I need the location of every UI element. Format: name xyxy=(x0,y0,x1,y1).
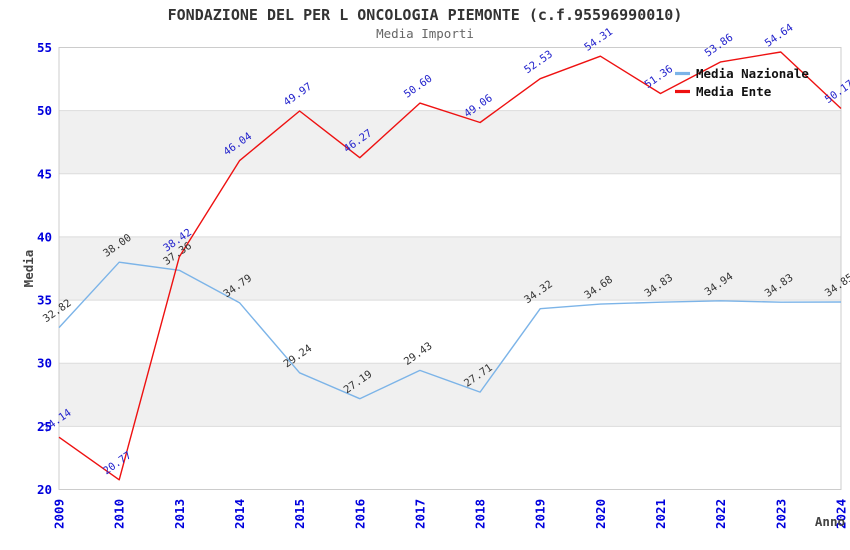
x-tick-label: 2022 xyxy=(713,499,728,529)
x-tick-label: 2020 xyxy=(593,499,608,529)
x-tick-label: 2024 xyxy=(834,499,849,529)
point-label: 50.60 xyxy=(402,73,435,101)
y-axis-title: Media xyxy=(21,250,36,288)
plot-border xyxy=(58,47,842,490)
x-tick-label: 2009 xyxy=(52,499,67,529)
x-tick-label: 2010 xyxy=(112,499,127,529)
point-label: 50.17 xyxy=(823,78,850,106)
y-tick-label: 35 xyxy=(37,293,52,308)
point-label: 53.86 xyxy=(703,31,736,59)
point-label: 20.77 xyxy=(101,449,134,477)
grid-band xyxy=(59,236,841,301)
grid-band xyxy=(59,110,841,174)
gridlines xyxy=(59,110,841,427)
legend-label-media-ente: Media Ente xyxy=(696,84,772,99)
series-line-media-nazionale xyxy=(58,261,842,400)
x-tick-label: 2019 xyxy=(533,499,548,529)
point-label: 54.31 xyxy=(582,26,615,54)
chart-subtitle: Media Importi xyxy=(376,26,474,41)
x-axis-title: Anno xyxy=(815,514,845,529)
chart-title: FONDAZIONE DEL PER L ONCOLOGIA PIEMONTE … xyxy=(167,6,683,24)
x-tick-label: 2013 xyxy=(172,499,187,529)
point-label: 54.64 xyxy=(763,22,796,50)
plot-bands xyxy=(59,110,841,427)
y-tick-label: 25 xyxy=(37,419,52,434)
x-tick-label: 2015 xyxy=(292,499,307,529)
grid-band xyxy=(59,363,841,427)
x-tick-label: 2014 xyxy=(232,499,247,529)
legend-label-media-nazionale: Media Nazionale xyxy=(696,66,809,81)
point-label: 49.97 xyxy=(282,81,315,109)
x-tick-label: 2018 xyxy=(473,499,488,529)
y-tick-label: 50 xyxy=(37,103,52,118)
point-label: 51.36 xyxy=(642,63,675,91)
x-tick-label: 2021 xyxy=(653,499,668,529)
y-tick-label: 55 xyxy=(37,40,52,55)
y-axis-ticks: 20 25 30 35 40 45 50 55 xyxy=(37,40,52,497)
legend: Media Nazionale Media Ente xyxy=(675,66,809,99)
y-tick-label: 40 xyxy=(37,229,52,244)
x-axis-ticks: 2009 2010 2013 2014 2015 2016 2017 2018 2019 2020… xyxy=(52,499,849,529)
x-tick-label: 2023 xyxy=(773,499,788,529)
point-label: 52.53 xyxy=(522,48,555,76)
x-tick-label: 2016 xyxy=(352,499,367,529)
y-tick-label: 20 xyxy=(37,482,52,497)
y-tick-label: 45 xyxy=(37,166,52,181)
x-tick-label: 2017 xyxy=(412,499,427,529)
y-tick-label: 30 xyxy=(37,356,52,371)
series-line-media-ente xyxy=(58,51,842,481)
